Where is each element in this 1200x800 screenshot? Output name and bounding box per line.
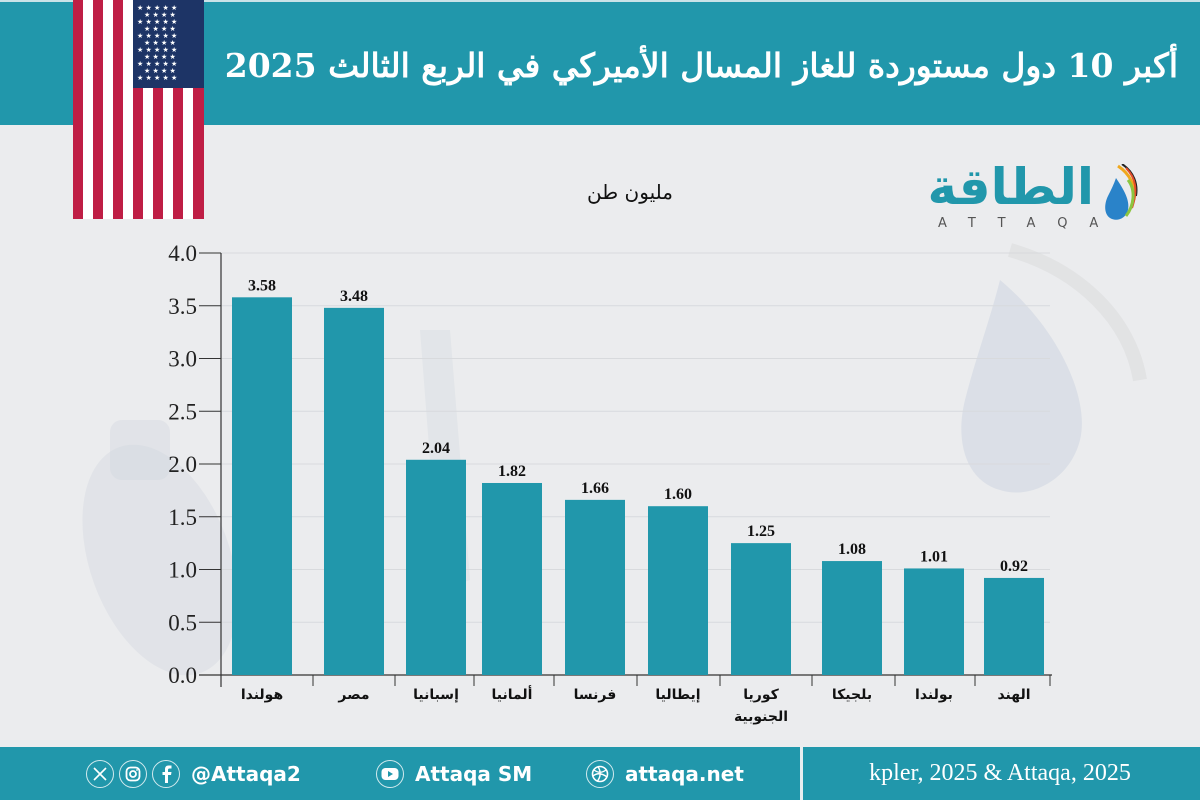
header-banner: أكبر 10 دول مستوردة للغاز المسال الأميرك… (0, 0, 1200, 125)
category-label: هولندا (241, 687, 283, 703)
bar-value-label: 2.04 (422, 440, 450, 457)
category-label: فرنسا (574, 687, 617, 703)
website-url[interactable]: attaqa.net (625, 761, 744, 786)
bar[interactable] (904, 568, 964, 675)
bar-value-label: 0.92 (1000, 558, 1028, 575)
bar-value-label: 3.48 (340, 288, 368, 305)
category-label: إسبانيا (413, 687, 459, 703)
y-tick-label: 1.0 (168, 558, 197, 583)
bar-chart: 0.0 0.5 1.0 1.5 2.0 2.5 3.0 3.5 4.0 3.58 هولندا 3.4… (168, 241, 1052, 725)
svg-text:★ ★ ★ ★ ★: ★ ★ ★ ★ ★ (137, 60, 177, 68)
youtube-channel[interactable]: Attaqa SM (415, 761, 533, 786)
y-tick-label: 2.5 (168, 399, 197, 424)
y-tick-label: 0.0 (168, 663, 197, 688)
bar[interactable] (822, 561, 882, 675)
svg-text:★ ★ ★ ★: ★ ★ ★ ★ (144, 25, 176, 33)
social-handle[interactable]: @Attaqa2 (191, 761, 301, 786)
logo-arabic-text: الطاقة (927, 158, 1094, 216)
bar-value-label: 1.82 (498, 463, 526, 480)
bar[interactable] (648, 506, 708, 675)
logo-drop-icon (1105, 164, 1138, 220)
footer-divider (800, 747, 803, 800)
bar[interactable] (984, 577, 1044, 675)
bar-value-label: 3.58 (248, 277, 276, 294)
svg-text:★ ★ ★ ★ ★: ★ ★ ★ ★ ★ (137, 18, 177, 26)
bar[interactable] (731, 543, 791, 675)
category-label: بلجيكا (832, 687, 872, 703)
svg-text:★ ★ ★ ★: ★ ★ ★ ★ (144, 39, 176, 47)
us-flag-icon: ★ ★ ★ ★ ★ ★ ★ ★ ★ ★ ★ ★ ★ ★ ★ ★ ★ ★ ★ ★ … (73, 0, 204, 219)
svg-text:★ ★ ★ ★ ★: ★ ★ ★ ★ ★ (137, 74, 177, 82)
y-tick-label: 1.5 (168, 505, 197, 530)
y-tick-label: 0.5 (168, 610, 197, 635)
category-label: بولندا (915, 687, 953, 703)
category-label: مصر (337, 687, 369, 703)
category-label: ألمانيا (492, 685, 533, 703)
svg-text:★ ★ ★ ★ ★: ★ ★ ★ ★ ★ (137, 46, 177, 54)
bar-value-label: 1.66 (581, 480, 609, 497)
globe-icon[interactable] (586, 759, 614, 788)
bar[interactable] (324, 307, 384, 675)
bar[interactable] (406, 459, 466, 675)
y-tick-label: 3.5 (168, 294, 197, 319)
bar[interactable] (565, 499, 625, 675)
svg-text:★ ★ ★ ★: ★ ★ ★ ★ (144, 53, 176, 61)
bar-value-label: 1.01 (920, 548, 948, 565)
category-label: الهند (997, 687, 1030, 703)
attaqa-logo: الطاقة ATTAQA (927, 158, 1150, 238)
bar[interactable] (482, 482, 542, 675)
bar[interactable] (232, 297, 292, 675)
y-tick-label: 4.0 (168, 241, 197, 266)
chart-title: أكبر 10 دول مستوردة للغاز المسال الأميرك… (224, 46, 1178, 85)
category-label: الجنوبية (734, 709, 788, 725)
svg-text:★ ★ ★ ★: ★ ★ ★ ★ (144, 11, 176, 19)
svg-text:★ ★ ★ ★ ★: ★ ★ ★ ★ ★ (137, 32, 177, 40)
category-label: إيطاليا (655, 687, 700, 703)
svg-text:★ ★ ★ ★ ★: ★ ★ ★ ★ ★ (137, 4, 177, 12)
y-axis-unit-label: مليون طن (587, 180, 673, 204)
data-source: kpler, 2025 & Attaqa, 2025 (869, 760, 1131, 786)
bar-value-label: 1.25 (747, 523, 775, 540)
footer-bar: @Attaqa2 Attaqa SM attaqa.net kpler, 202… (0, 747, 1200, 800)
youtube-link[interactable]: Attaqa SM (376, 747, 532, 800)
x-twitter-icon[interactable] (86, 759, 114, 788)
logo-english-text: ATTAQA (938, 216, 1121, 231)
youtube-icon[interactable] (376, 759, 404, 788)
website-link[interactable]: attaqa.net (586, 747, 744, 800)
svg-text:★ ★ ★ ★: ★ ★ ★ ★ (144, 67, 176, 75)
bar-value-label: 1.08 (838, 541, 866, 558)
bar-value-label: 1.60 (664, 486, 692, 503)
facebook-icon[interactable] (152, 759, 180, 788)
category-label: كوريا (743, 687, 779, 703)
social-links: @Attaqa2 (86, 747, 301, 800)
y-tick-label: 2.0 (168, 452, 197, 477)
y-tick-label: 3.0 (168, 347, 197, 372)
instagram-icon[interactable] (119, 759, 147, 788)
